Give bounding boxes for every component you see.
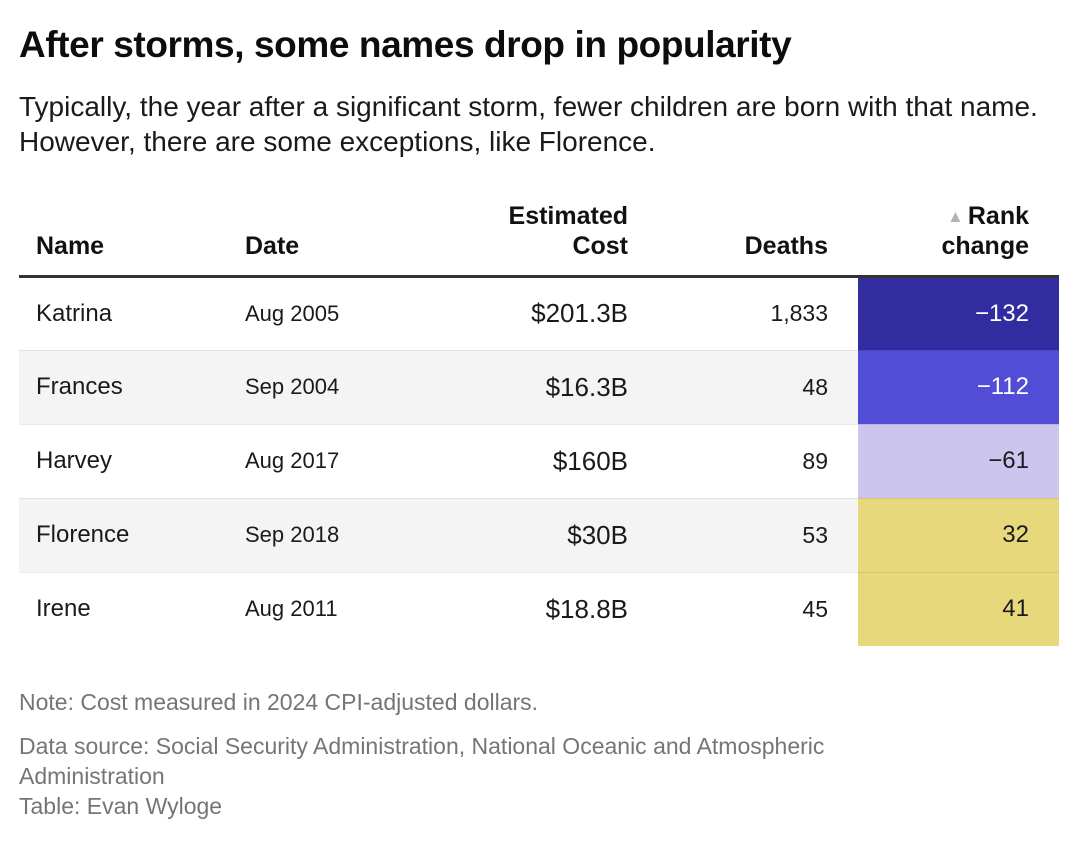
cell-rank-change: −61 bbox=[858, 423, 1059, 499]
column-header-estimated-cost-label: Estimated Cost bbox=[508, 201, 628, 260]
cell-deaths: 48 bbox=[644, 349, 858, 425]
table-row: Irene Aug 2011 $18.8B 45 41 bbox=[19, 571, 1059, 647]
cell-date: Aug 2017 bbox=[229, 423, 444, 499]
cell-rank-change: 32 bbox=[858, 497, 1059, 573]
cell-name: Irene bbox=[19, 571, 229, 647]
column-header-rank-change[interactable]: ▲ Rank change bbox=[858, 200, 1059, 278]
cell-name: Harvey bbox=[19, 423, 229, 499]
column-header-deaths[interactable]: Deaths bbox=[644, 200, 858, 278]
page-title: After storms, some names drop in popular… bbox=[19, 24, 792, 65]
cell-name: Frances bbox=[19, 349, 229, 425]
table-row: Harvey Aug 2017 $160B 89 −61 bbox=[19, 423, 1059, 499]
cell-cost: $201.3B bbox=[531, 298, 628, 329]
cell-date: Sep 2018 bbox=[229, 497, 444, 573]
cell-deaths: 1,833 bbox=[770, 300, 828, 327]
column-header-rank-change-label: Rank change bbox=[941, 201, 1029, 260]
cell-cost: $18.8B bbox=[444, 571, 644, 647]
footer-note: Note: Cost measured in 2024 CPI-adjusted… bbox=[19, 689, 539, 716]
footer-source: Data source: Social Security Administrat… bbox=[19, 732, 825, 789]
table-row: Frances Sep 2004 $16.3B 48 −112 bbox=[19, 349, 1059, 425]
storm-names-card: After storms, some names drop in popular… bbox=[19, 24, 1059, 819]
page-subtitle: Typically, the year after a significant … bbox=[19, 90, 1038, 157]
table-row: Florence Sep 2018 $30B 53 32 bbox=[19, 497, 1059, 573]
cell-date: Aug 2005 bbox=[245, 300, 340, 326]
header-row: Name Date Estimated Cost Deaths ▲ Rank ch… bbox=[19, 200, 1059, 278]
cell-rank-change: −132 bbox=[858, 276, 1059, 351]
cell-cost: $160B bbox=[444, 423, 644, 499]
column-header-date[interactable]: Date bbox=[229, 200, 444, 278]
column-header-name[interactable]: Name bbox=[19, 200, 229, 278]
cell-date: Sep 2004 bbox=[229, 349, 444, 425]
storms-table: Name Date Estimated Cost Deaths ▲ Rank ch… bbox=[19, 200, 1059, 647]
cell-deaths: 89 bbox=[644, 423, 858, 499]
cell-name: Florence bbox=[19, 497, 229, 573]
cell-deaths: 53 bbox=[644, 497, 858, 573]
cell-date: Aug 2011 bbox=[229, 571, 444, 647]
table-row: Katrina Aug 2005 $201.3B 1,833 −132 bbox=[19, 276, 1059, 351]
cell-deaths: 45 bbox=[644, 571, 858, 647]
cell-cost: $16.3B bbox=[444, 349, 644, 425]
column-header-estimated-cost[interactable]: Estimated Cost bbox=[444, 200, 644, 278]
cell-rank-change: 41 bbox=[858, 571, 1059, 647]
cell-name: Katrina bbox=[36, 299, 113, 327]
footer-credit: Table: Evan Wyloge bbox=[19, 792, 223, 819]
cell-rank-change: −112 bbox=[858, 349, 1059, 425]
sort-ascending-icon: ▲ bbox=[947, 206, 964, 226]
cell-cost: $30B bbox=[444, 497, 644, 573]
